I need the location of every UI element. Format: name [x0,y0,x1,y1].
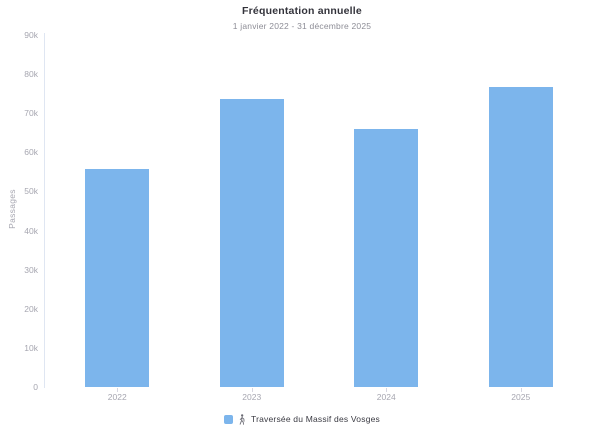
bar-2024[interactable] [354,128,419,387]
x-axis-tick [520,388,522,392]
hiker-icon [238,413,246,425]
x-axis-tick [117,388,119,392]
bar-2025[interactable] [488,87,553,387]
legend-label: Traversée du Massif des Vosges [251,414,380,424]
y-axis-tick-label: 80k [24,69,38,80]
y-axis-tick-label: 90k [24,30,38,40]
y-axis-tick-label: 40k [24,225,38,236]
x-axis-label-2024: 2024 [376,392,396,402]
x-axis-tick [386,388,388,392]
bar-2022[interactable] [85,169,150,387]
y-axis-tick-label: 0 [33,382,38,392]
y-axis-tick-label: 60k [24,147,38,158]
x-axis-label-2025: 2025 [511,392,531,402]
y-axis-title: Passages [7,189,17,229]
x-axis-tick [251,388,253,392]
y-axis-tick-label: 70k [24,108,38,119]
y-axis-line [44,33,45,388]
y-axis-tick-label: 20k [24,303,38,314]
y-axis-tick-label: 10k [24,342,38,353]
x-axis-label-2022: 2022 [107,392,127,402]
legend-swatch [224,414,233,424]
chart-subtitle: 1 janvier 2022 - 31 décembre 2025 [232,21,372,31]
legend-item[interactable]: Traversée du Massif des Vosges [0,412,604,426]
y-axis-tick-label: 30k [24,264,38,275]
y-axis-tick-label: 50k [24,186,38,197]
bar-2023[interactable] [219,98,284,387]
x-axis-label-2023: 2023 [242,392,262,402]
chart-title: Fréquentation annuelle [242,5,362,17]
